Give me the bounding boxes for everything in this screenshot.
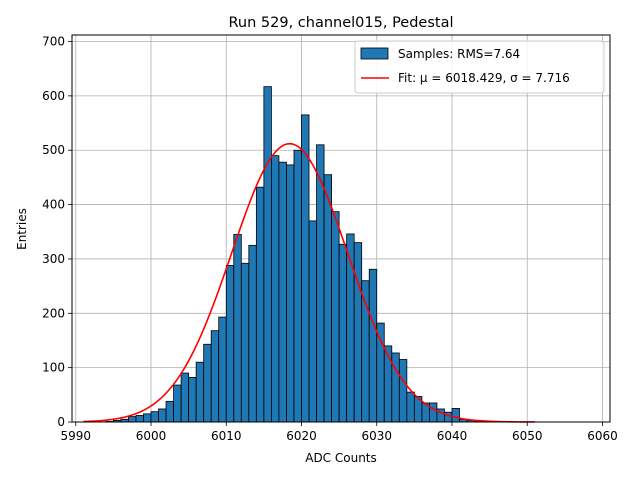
histogram-bar <box>128 416 137 423</box>
histogram-bar <box>255 186 265 423</box>
plot-frame <box>71 34 611 423</box>
y-tick-label: 200 <box>42 306 65 320</box>
y-tick-label: 700 <box>42 35 65 49</box>
legend-label-samples: Samples: RMS=7.64 <box>398 47 520 61</box>
histogram-bar <box>248 244 257 423</box>
histogram-bars <box>105 86 506 423</box>
histogram-bar <box>195 361 205 423</box>
y-tick-label: 0 <box>57 415 65 429</box>
x-tick-label: 6010 <box>211 429 242 443</box>
x-tick-label: 6030 <box>361 429 392 443</box>
histogram-bar <box>286 164 295 423</box>
histogram-bar <box>301 114 310 423</box>
histogram-bar <box>188 377 197 423</box>
y-axis-label: Entries <box>15 208 29 250</box>
histogram-bar <box>233 234 242 423</box>
histogram-bar <box>451 408 460 423</box>
histogram-bar <box>218 316 227 423</box>
histogram-bar <box>270 155 280 423</box>
chart-title: Run 529, channel015, Pedestal <box>228 15 453 31</box>
histogram-bar <box>143 413 152 423</box>
histogram-bar <box>376 322 385 423</box>
y-tick-label: 300 <box>42 252 65 266</box>
histogram-bar <box>135 415 144 423</box>
histogram-bar <box>331 211 340 423</box>
histogram-bar <box>398 359 408 423</box>
x-axis-ticks: 5990 6000 6010 6020 6030 6040 6050 6060 <box>60 422 618 443</box>
x-tick-label: 6040 <box>437 429 468 443</box>
x-tick-label: 6000 <box>136 429 167 443</box>
legend-box <box>354 40 605 94</box>
histogram-bar <box>225 265 235 423</box>
fit-curve <box>83 142 535 423</box>
histogram-bar <box>353 242 363 423</box>
histogram-bar <box>278 161 287 423</box>
histogram-bar <box>158 408 167 423</box>
histogram-bar <box>338 243 348 423</box>
histogram-bar <box>323 174 332 423</box>
legend-label-fit: Fit: μ = 6018.429, σ = 7.716 <box>398 71 570 85</box>
y-axis-ticks: 0 100 200 300 400 500 600 700 <box>42 35 72 429</box>
legend: Samples: RMS=7.64 Fit: μ = 6018.429, σ =… <box>354 40 605 94</box>
histogram-bar <box>203 343 212 423</box>
x-tick-label: 6020 <box>286 429 317 443</box>
histogram-bar <box>308 220 317 423</box>
histogram-bar <box>263 86 272 423</box>
histogram-bar <box>293 149 302 423</box>
histogram-bar <box>180 372 190 423</box>
y-tick-label: 600 <box>42 89 65 103</box>
legend-swatch-samples <box>360 47 389 60</box>
x-axis-label: ADC Counts <box>305 451 377 465</box>
histogram-bar <box>210 330 220 423</box>
y-tick-label: 100 <box>42 361 65 375</box>
y-tick-label: 500 <box>42 143 65 157</box>
x-tick-label: 6050 <box>512 429 543 443</box>
histogram-bar <box>406 391 415 423</box>
histogram-bar <box>165 400 174 423</box>
y-tick-label: 400 <box>42 198 65 212</box>
histogram-bar <box>173 384 182 423</box>
x-tick-label: 5990 <box>60 429 91 443</box>
histogram-bar <box>368 268 378 423</box>
x-tick-label: 6060 <box>587 429 618 443</box>
histogram-bar <box>240 262 250 423</box>
histogram-bar <box>429 402 438 423</box>
histogram-bar <box>150 411 159 423</box>
